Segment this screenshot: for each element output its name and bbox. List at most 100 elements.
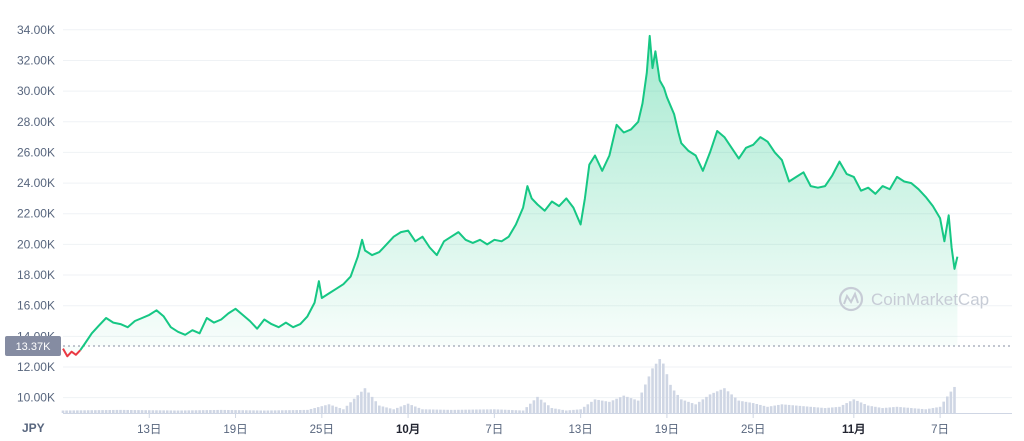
volume-bar	[72, 410, 76, 413]
volume-bar	[913, 408, 917, 413]
volume-bar	[356, 395, 360, 413]
price-area	[63, 35, 958, 357]
volume-bar	[593, 399, 597, 413]
volume-bar	[874, 406, 877, 413]
volume-bar	[216, 409, 219, 413]
price-line-up-segment	[79, 34, 959, 351]
volume-bar	[665, 374, 669, 413]
volume-bar	[252, 410, 255, 413]
volume-bar	[701, 399, 705, 413]
volume-bar	[119, 409, 122, 413]
volume-bar	[507, 409, 511, 413]
volume-bar	[363, 388, 367, 413]
volume-bar	[431, 409, 435, 413]
volume-bar	[658, 359, 662, 413]
volume-bar	[676, 394, 679, 413]
volume-bar	[694, 404, 697, 413]
volume-bar	[496, 409, 500, 413]
volume-bar	[697, 401, 701, 413]
volume-bar	[144, 410, 147, 413]
volume-bar	[500, 409, 503, 413]
volume-bar	[845, 403, 848, 413]
volume-bar	[334, 406, 338, 413]
volume-bar	[780, 404, 784, 413]
x-tick-label: 25日	[310, 424, 334, 436]
volume-bar	[766, 406, 769, 413]
volume-bar	[176, 410, 180, 413]
volume-bar	[834, 407, 838, 413]
volume-bar	[467, 409, 471, 413]
x-tick-label: 13日	[137, 424, 161, 436]
x-tick-label: 19日	[655, 424, 679, 436]
volume-bar	[155, 410, 158, 413]
volume-bar	[263, 410, 266, 413]
volume-bar	[884, 407, 888, 413]
volume-bar	[687, 401, 690, 413]
volume-bar	[320, 406, 324, 413]
volume-bar	[446, 409, 449, 413]
volume-bar	[784, 404, 787, 413]
volume-bar	[266, 410, 270, 413]
x-tick-label: 11月	[842, 423, 866, 436]
volume-bar	[234, 410, 237, 413]
volume-bar	[928, 408, 931, 413]
volume-bar	[662, 363, 665, 413]
volume-bar	[953, 386, 956, 413]
volume-bar	[396, 407, 399, 413]
volume-bar	[291, 410, 295, 413]
volume-bar	[162, 410, 165, 413]
volume-bar	[615, 398, 618, 413]
volume-bar	[626, 396, 629, 413]
volume-bar	[79, 410, 83, 413]
volume-bar	[227, 410, 230, 413]
volume-bar	[478, 409, 482, 413]
volume-bar	[403, 405, 406, 413]
volume-bar	[748, 402, 751, 413]
volume-bar	[245, 410, 248, 413]
volume-bar	[669, 384, 672, 413]
volume-bar	[812, 407, 816, 413]
volume-bar	[719, 389, 723, 413]
volume-bar	[367, 392, 370, 413]
coinmarketcap-logo-wave	[843, 291, 859, 305]
coinmarketcap-logo-icon	[838, 286, 864, 312]
volume-bar	[705, 396, 708, 413]
volume-bar	[536, 396, 539, 413]
volume-bar	[86, 410, 90, 413]
y-tick-label: 10.00K	[17, 391, 55, 405]
volume-bar	[518, 410, 521, 413]
price-tag: 13.37K	[5, 336, 61, 357]
volume-bar	[636, 400, 640, 413]
volume-bar	[378, 405, 381, 413]
volume-bar	[360, 391, 363, 413]
volume-bar	[726, 391, 730, 413]
volume-bar	[169, 410, 173, 413]
volume-bar	[374, 401, 378, 413]
volume-bar	[866, 405, 870, 413]
volume-bar	[302, 409, 306, 413]
volume-bar	[104, 410, 108, 413]
volume-bar	[129, 410, 133, 413]
volume-bar	[187, 410, 191, 413]
volume-bar	[439, 409, 442, 413]
volume-bar	[708, 394, 712, 413]
volume-bar	[931, 408, 935, 413]
volume-bar	[126, 409, 130, 413]
volume-bar	[428, 409, 431, 413]
volume-bar	[550, 408, 554, 413]
volume-bar	[679, 399, 683, 413]
x-tick-label: 10月	[396, 423, 420, 436]
x-tick-label: 13日	[568, 424, 592, 436]
volume-bar	[608, 401, 611, 413]
volume-bar	[877, 407, 881, 413]
volume-bar	[902, 407, 906, 413]
volume-bar	[539, 399, 543, 413]
volume-bar	[521, 410, 525, 413]
volume-bar	[942, 401, 946, 413]
y-tick-label: 30.00K	[17, 84, 55, 98]
volume-bar	[284, 410, 288, 413]
volume-bar	[557, 409, 561, 413]
volume-bar	[525, 407, 529, 413]
volume-bar	[471, 409, 475, 413]
